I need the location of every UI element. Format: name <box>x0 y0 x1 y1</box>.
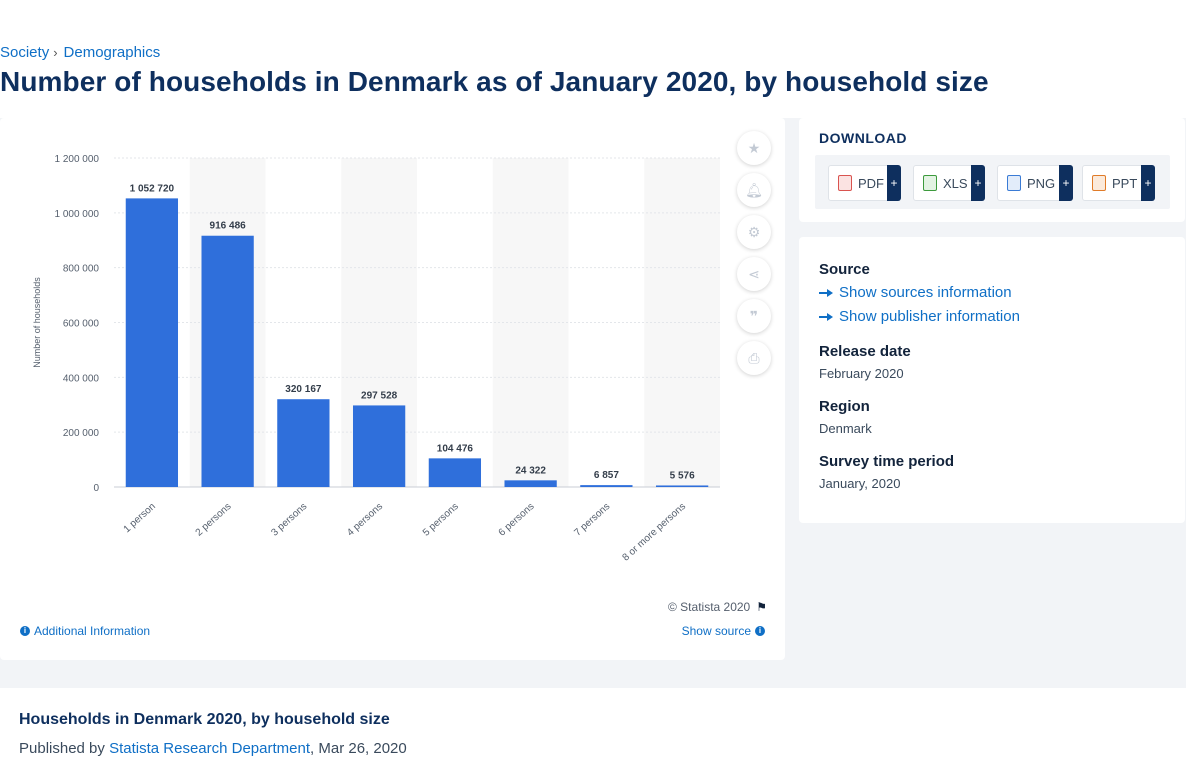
region-value: Denmark <box>819 421 872 436</box>
meta-card: Source Show sources information Show pub… <box>799 237 1185 523</box>
release-date-label: Release date <box>819 343 911 360</box>
download-ppt-plus[interactable]: + <box>1141 165 1155 201</box>
x-tick-label: 6 persons <box>497 501 537 539</box>
show-sources-link[interactable]: Show sources information <box>819 284 1012 301</box>
bar <box>428 458 482 487</box>
bar <box>580 485 633 487</box>
png-file-icon <box>1007 175 1021 191</box>
x-tick-label: 3 persons <box>269 501 309 539</box>
statistic-details: Households in Denmark 2020, by household… <box>0 688 1186 760</box>
page-title: Number of households in Denmark as of Ja… <box>0 66 989 97</box>
y-tick-label: 0 <box>93 483 99 494</box>
header-band <box>0 0 1186 118</box>
pdf-file-icon <box>838 175 852 191</box>
show-publisher-link[interactable]: Show publisher information <box>819 308 1020 325</box>
published-date: , Mar 26, 2020 <box>310 740 407 757</box>
bar <box>504 480 557 487</box>
x-tick-label: 5 persons <box>421 501 461 539</box>
x-tick-label: 7 persons <box>572 501 612 539</box>
y-tick-label: 1 000 000 <box>55 209 100 220</box>
additional-info-link[interactable]: i Additional Information <box>20 624 150 638</box>
x-tick-label: 2 persons <box>194 501 234 539</box>
arrow-right-icon <box>819 288 833 298</box>
data-label: 320 167 <box>285 384 322 395</box>
copyright-text: © Statista 2020 <box>668 600 751 614</box>
download-xls-label: XLS <box>943 175 968 191</box>
breadcrumb: Society › Demographics <box>0 44 160 61</box>
arrow-right-icon <box>819 312 833 322</box>
x-tick-label: 8 or more persons <box>620 501 688 563</box>
download-png-label: PNG <box>1027 175 1056 191</box>
breadcrumb-society[interactable]: Society <box>0 44 50 61</box>
download-pdf-plus[interactable]: + <box>887 165 901 201</box>
survey-period-value: January, 2020 <box>819 476 901 491</box>
y-tick-label: 600 000 <box>63 319 100 330</box>
chart-tools: ★ 🔔︎ ⚙ ⋖ ❞ ⎙ <box>737 131 773 383</box>
bar <box>201 235 254 487</box>
additional-info-label: Additional Information <box>34 624 151 638</box>
y-tick-label: 400 000 <box>63 373 100 384</box>
data-label: 916 486 <box>210 221 247 232</box>
info-icon: i <box>20 626 30 636</box>
download-card: DOWNLOAD PDF + XLS + PNG + PPT + <box>799 118 1185 222</box>
ppt-file-icon <box>1092 175 1106 191</box>
favorite-star-icon[interactable]: ★ <box>737 131 771 165</box>
data-label: 297 528 <box>361 390 398 401</box>
share-icon[interactable]: ⋖ <box>737 257 771 291</box>
data-label: 6 857 <box>594 470 619 481</box>
y-axis-label: Number of households <box>32 277 42 368</box>
show-source-label: Show source <box>681 624 751 638</box>
download-ppt-button[interactable]: PPT + <box>1082 165 1155 201</box>
info-icon: i <box>755 626 765 636</box>
show-source-link[interactable]: Show source i <box>682 624 765 638</box>
x-tick-label: 1 person <box>122 501 158 535</box>
download-xls-plus[interactable]: + <box>971 165 985 201</box>
bar-chart: 0 200 000 400 000 600 000 800 000 1 000 000 1 … <box>32 154 720 564</box>
download-title: DOWNLOAD <box>819 130 907 146</box>
print-icon[interactable]: ⎙ <box>737 341 771 375</box>
download-pdf-button[interactable]: PDF + <box>828 165 901 201</box>
settings-gear-icon[interactable]: ⚙ <box>737 215 771 249</box>
show-sources-label: Show sources information <box>839 284 1012 301</box>
bar <box>655 485 709 487</box>
statistic-title: Households in Denmark 2020, by household… <box>19 711 390 728</box>
y-tick-label: 800 000 <box>63 264 100 275</box>
download-xls-button[interactable]: XLS + <box>913 165 985 201</box>
breadcrumb-demographics[interactable]: Demographics <box>63 44 161 61</box>
show-publisher-label: Show publisher information <box>839 308 1020 325</box>
bar <box>125 198 179 487</box>
download-png-plus[interactable]: + <box>1059 165 1073 201</box>
flag-icon[interactable]: ⚑ <box>756 600 767 614</box>
bar <box>352 405 406 487</box>
survey-period-label: Survey time period <box>819 453 955 470</box>
x-tick-label: 4 persons <box>345 501 385 539</box>
source-label: Source <box>819 261 870 278</box>
published-prefix: Published by <box>19 740 105 757</box>
chart-card: 0 200 000 400 000 600 000 800 000 1 000 000 1 … <box>0 118 785 660</box>
publisher-link[interactable]: Statista Research Department <box>109 740 311 757</box>
release-date-value: February 2020 <box>819 366 904 381</box>
y-tick-label: 200 000 <box>63 428 100 439</box>
data-label: 1 052 720 <box>130 183 175 194</box>
download-pdf-label: PDF <box>858 175 884 191</box>
y-tick-label: 1 200 000 <box>55 154 100 165</box>
notification-bell-icon[interactable]: 🔔︎ <box>737 173 771 207</box>
data-label: 5 576 <box>670 470 695 481</box>
download-buttons: PDF + XLS + PNG + PPT + <box>815 155 1170 209</box>
bar <box>277 399 330 487</box>
download-png-button[interactable]: PNG + <box>997 165 1073 201</box>
data-label: 24 322 <box>515 465 546 476</box>
quote-icon[interactable]: ❞ <box>737 299 771 333</box>
published-by: Published by Statista Research Departmen… <box>19 740 407 757</box>
breadcrumb-separator: › <box>53 45 58 60</box>
download-ppt-label: PPT <box>1112 175 1138 191</box>
region-label: Region <box>819 398 870 415</box>
copyright: © Statista 2020 ⚑ <box>668 600 767 614</box>
xls-file-icon <box>923 175 937 191</box>
data-label: 104 476 <box>437 443 474 454</box>
